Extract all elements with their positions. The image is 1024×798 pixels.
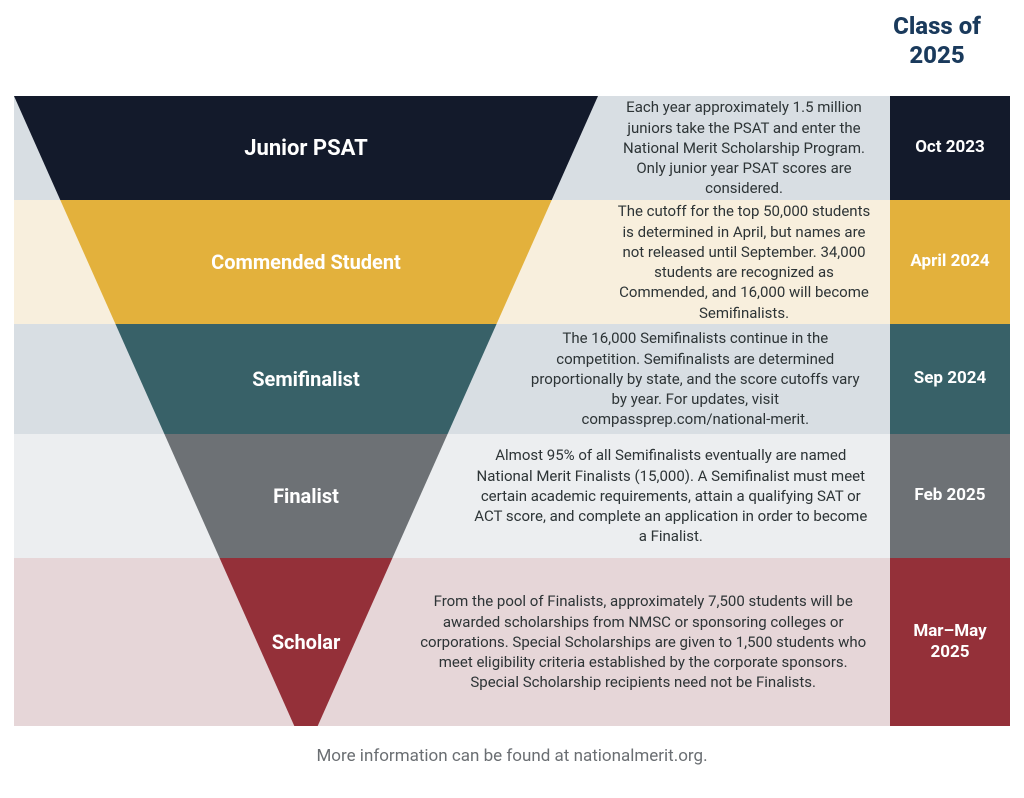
funnel-cell: Junior PSAT: [14, 96, 598, 200]
funnel-stage-label: Commended Student: [94, 200, 518, 324]
funnel-row: Scholar Mar–May 2025From the pool of Fina…: [14, 558, 1010, 726]
funnel-row: Commended Student The cutoff for the top …: [14, 200, 1010, 324]
header-line2: 2025: [872, 41, 1002, 70]
stage-description: Each year approximately 1.5 million juni…: [598, 96, 890, 200]
stage-description-text: From the pool of Finalists, approximatel…: [404, 558, 882, 726]
funnel-row: Finalist Feb 2025Almost 95% of all Semifi…: [14, 434, 1010, 558]
funnel-row: Semifinalist Sep 2024The 16,000 Semifinal…: [14, 324, 1010, 434]
footer-text: More information can be found at nationa…: [0, 746, 1024, 766]
stage-description-text: The 16,000 Semifinalists continue in the…: [509, 324, 882, 434]
stage-description: The cutoff for the top 50,000 students i…: [598, 200, 890, 324]
stage-date: Oct 2023: [890, 96, 1010, 200]
stage-date: Sep 2024: [890, 324, 1010, 434]
stage-date: April 2024: [890, 200, 1010, 324]
funnel-stage-label: Junior PSAT: [43, 96, 569, 200]
header-title: Class of 2025: [872, 12, 1002, 70]
header-line1: Class of: [872, 12, 1002, 41]
stage-date: Feb 2025: [890, 434, 1010, 558]
funnel-stage-label: Finalist: [198, 434, 414, 558]
stage-description-text: Almost 95% of all Semifinalists eventual…: [460, 434, 882, 558]
funnel-row: Junior PSAT Each year approximately 1.5 m…: [14, 96, 1010, 200]
funnel-container: Junior PSAT Each year approximately 1.5 m…: [14, 96, 1010, 726]
stage-date: Mar–May 2025: [890, 558, 1010, 726]
funnel-stage-label: Scholar: [263, 558, 349, 726]
funnel-cell: Commended Student: [14, 200, 598, 324]
funnel-stage-label: Semifinalist: [146, 324, 466, 434]
